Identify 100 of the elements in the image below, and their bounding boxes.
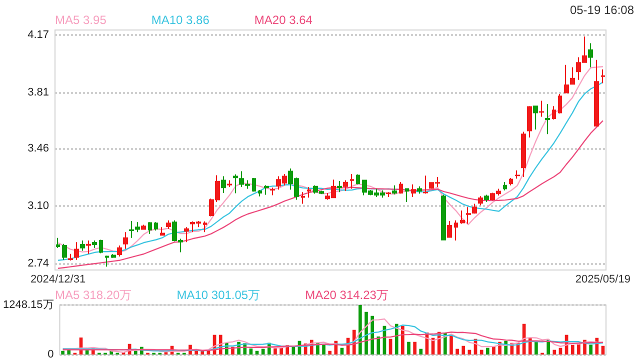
bar: [261, 348, 265, 354]
candlestick: [411, 184, 416, 198]
text: MA5 3.95: [55, 13, 107, 27]
y-tick-label: 0: [48, 348, 54, 360]
y-tick-label: 2.74: [28, 258, 49, 270]
candlestick: [270, 187, 275, 196]
candlestick: [129, 220, 134, 238]
candlestick: [56, 237, 60, 248]
candlestick: [233, 174, 238, 194]
candlestick: [601, 68, 605, 84]
bar: [134, 350, 138, 354]
bar: [492, 346, 496, 354]
candlestick: [545, 104, 550, 135]
x-tick-label: 2025/05/19: [575, 274, 630, 286]
candlestick: [135, 222, 140, 233]
candlestick: [160, 226, 165, 236]
bar: [486, 348, 490, 354]
line-series: [62, 332, 604, 352]
candlestick: [447, 220, 452, 238]
candlestick: [221, 176, 226, 194]
candlestick: [264, 184, 269, 196]
text: MA5 318.20万: [55, 288, 132, 302]
x-tick-label: 2024/12/31: [30, 274, 86, 286]
line-series: [62, 324, 604, 352]
bar: [358, 305, 362, 354]
bar: [462, 346, 466, 354]
candlestick: [356, 174, 360, 185]
candlestick: [184, 226, 189, 243]
candlestick: [417, 186, 422, 194]
candlestick: [423, 175, 428, 194]
text: MA20 3.64: [254, 13, 313, 27]
candlestick: [154, 222, 158, 231]
candlestick: [539, 100, 544, 118]
y-tick-label: 3.46: [28, 142, 49, 154]
candlestick: [594, 59, 599, 126]
candlestick: [503, 182, 507, 191]
candlestick: [564, 64, 569, 94]
bar: [376, 336, 380, 354]
bar: [534, 342, 538, 354]
candlestick: [484, 194, 489, 202]
candlestick: [552, 106, 556, 120]
candlestick: [460, 210, 465, 224]
bar: [249, 348, 253, 354]
text: MA10 3.86: [151, 13, 210, 27]
candlestick: [405, 188, 409, 202]
y-tick-label: 3.10: [28, 200, 49, 212]
candlestick: [386, 192, 391, 198]
candlestick: [166, 220, 171, 230]
candlestick: [252, 178, 256, 192]
candlestick: [99, 239, 103, 254]
line-series: [57, 120, 604, 269]
y-tick-label: 1248.15万: [2, 299, 54, 311]
bar: [570, 344, 574, 354]
candlestick: [441, 194, 446, 240]
candlestick: [148, 222, 152, 234]
candlestick: [588, 42, 593, 68]
candlestick: [68, 253, 73, 262]
candlestick: [92, 240, 97, 248]
candlestick: [307, 186, 311, 198]
bar: [407, 342, 410, 354]
candlestick: [570, 66, 575, 85]
candlestick: [86, 240, 91, 254]
text: MA20 314.23万: [305, 288, 388, 302]
bar: [577, 344, 580, 354]
candlestick: [80, 240, 85, 252]
bar: [419, 348, 423, 354]
candlestick: [478, 196, 483, 206]
bar: [552, 350, 556, 354]
candlestick: [350, 174, 354, 190]
candlestick: [533, 106, 538, 130]
candlestick: [392, 184, 397, 195]
candlestick: [117, 245, 122, 258]
candlestick: [62, 243, 67, 260]
text: 05-19 16:08: [570, 3, 634, 17]
y-tick-label: 4.17: [28, 28, 49, 41]
candlestick: [74, 242, 79, 260]
candlestick: [111, 254, 116, 258]
candlestick: [141, 224, 146, 230]
bar: [328, 350, 332, 354]
bar: [589, 344, 592, 354]
candlestick: [454, 220, 458, 242]
bar: [450, 334, 453, 354]
candlestick: [227, 180, 232, 188]
bar: [61, 350, 64, 354]
candlestick: [527, 106, 532, 138]
candlestick: [515, 170, 520, 180]
bar: [110, 350, 114, 354]
text: MA10 301.05万: [176, 288, 260, 302]
candlestick: [521, 131, 526, 178]
candlestick: [509, 178, 513, 186]
bar: [274, 348, 277, 354]
bar: [401, 326, 404, 354]
bar: [413, 342, 416, 354]
line-series: [62, 318, 604, 353]
candlestick: [399, 182, 403, 194]
candlestick: [203, 220, 207, 233]
bar: [456, 348, 459, 354]
y-tick-label: 3.81: [28, 86, 49, 98]
candlestick: [123, 232, 128, 250]
candlestick: [301, 192, 305, 204]
